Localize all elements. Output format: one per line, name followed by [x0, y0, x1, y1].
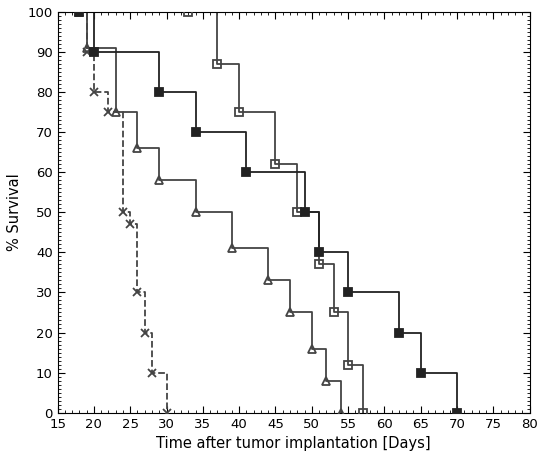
- Y-axis label: % Survival: % Survival: [7, 174, 22, 251]
- X-axis label: Time after tumor implantation [Days]: Time after tumor implantation [Days]: [156, 436, 431, 451]
